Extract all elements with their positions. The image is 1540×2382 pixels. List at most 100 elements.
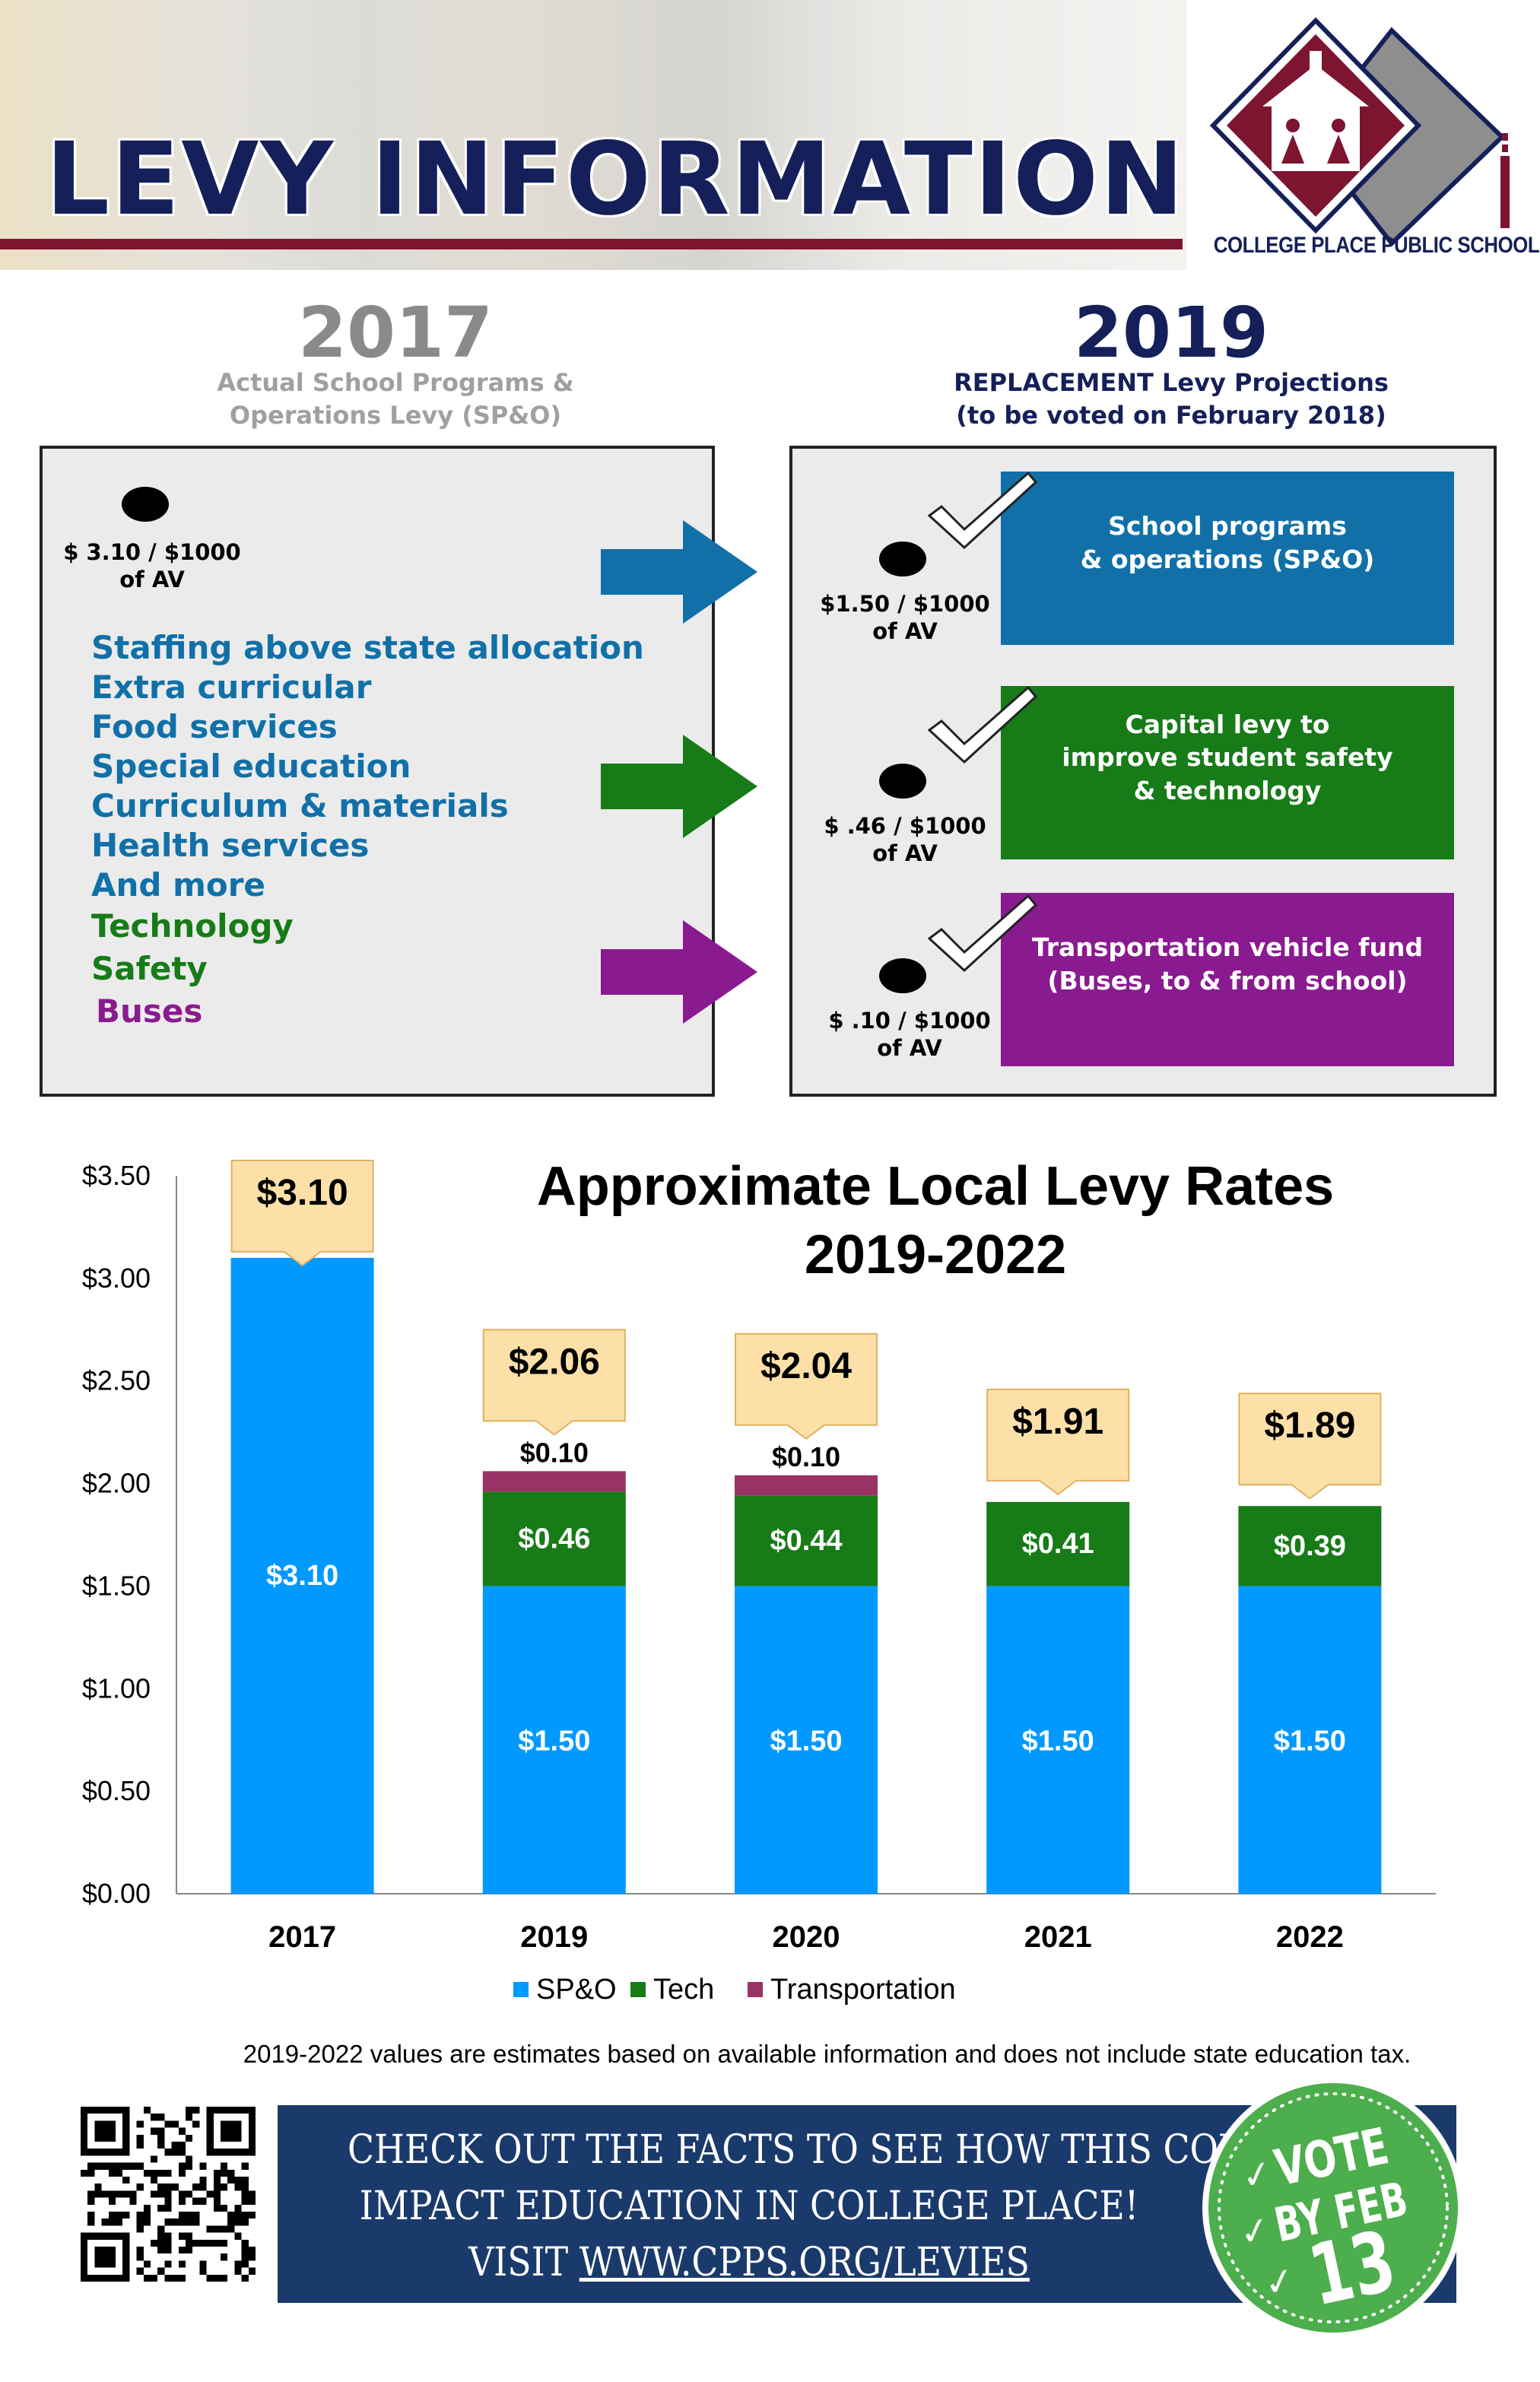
arrow-right-icon (601, 735, 757, 838)
qr-module (227, 2212, 235, 2219)
legend-swatch (630, 1982, 646, 1997)
qr-module (157, 2142, 165, 2149)
header-photo-background (0, 0, 1186, 270)
qr-module (248, 2247, 256, 2254)
qr-module (164, 2239, 172, 2247)
chart-note-text: 2019-2022 values are estimates based on … (243, 2040, 1411, 2068)
levy-rate-spo-line2: of AV (872, 618, 938, 645)
qr-module (213, 2225, 221, 2233)
total-label: $2.04 (760, 1346, 852, 1386)
qr-module (151, 2114, 158, 2121)
school-logo (1209, 17, 1510, 247)
footer-banner-text: CHECK OUT THE FACTS TO SEE HOW THIS COUL… (348, 2122, 1299, 2291)
qr-module (143, 2169, 151, 2177)
qr-module (143, 2218, 151, 2226)
qr-module (122, 2177, 130, 2184)
data-label: $0.10 (772, 1441, 840, 1472)
qr-module (157, 2190, 165, 2198)
qr-module (213, 2204, 221, 2212)
qr-module (87, 2197, 95, 2205)
qr-module (227, 2218, 235, 2226)
qr-module (248, 2197, 256, 2205)
levy-rate-capital: $ .46 / $1000 of AV (791, 812, 1019, 868)
y-tick-label: $1.00 (82, 1672, 151, 1704)
list-item: Buses (96, 992, 203, 1030)
qr-module (157, 2204, 165, 2212)
bar-segment (986, 1501, 1130, 1586)
qr-module (206, 2239, 214, 2247)
bar-segment (735, 1475, 878, 1496)
qr-module (178, 2162, 186, 2170)
legend-entry: Transportation (770, 1974, 956, 2006)
arrow-right-icon (601, 920, 757, 1024)
qr-module (157, 2184, 165, 2191)
y-tick-label: $3.50 (82, 1160, 151, 1191)
qr-module (116, 2190, 123, 2198)
levy-rate-capital-line2: of AV (872, 840, 938, 867)
qr-module (178, 2274, 186, 2282)
data-label: $1.50 (1022, 1726, 1094, 1758)
qr-code (81, 2107, 256, 2282)
qr-module (241, 2253, 249, 2261)
qr-module (101, 2162, 109, 2170)
data-label: $3.10 (266, 1560, 338, 1592)
qr-module (94, 2184, 102, 2191)
qr-module (186, 2107, 193, 2114)
qr-module (241, 2162, 249, 2170)
qr-module (81, 2169, 88, 2177)
qr-module (157, 2232, 165, 2240)
qr-module (94, 2162, 102, 2170)
qr-module (87, 2190, 95, 2198)
qr-module (241, 2260, 249, 2268)
list-item: Curriculum & materials (91, 787, 509, 824)
qr-module (151, 2169, 158, 2177)
qr-module (186, 2134, 193, 2142)
qr-module (192, 2218, 200, 2226)
qr-module (178, 2149, 186, 2156)
data-label: $1.50 (770, 1726, 842, 1758)
qr-module (199, 2267, 207, 2275)
qr-module (101, 2218, 109, 2226)
footer-banner-line1: CHECK OUT THE FACTS TO SEE HOW THIS COUL… (348, 2127, 1299, 2173)
bar-segment (735, 1586, 878, 1894)
qr-module (234, 2177, 242, 2184)
qr-module (213, 2169, 221, 2177)
bar-segment (1238, 1586, 1382, 1894)
qr-module (221, 2225, 228, 2233)
qr-module (206, 2190, 214, 2198)
x-tick-label: 2022 (1276, 1920, 1344, 1954)
left-rate: $ 3.10 / $1000 of AV (38, 538, 266, 594)
qr-module (136, 2253, 144, 2261)
list-item: Safety (91, 950, 208, 987)
qr-module (157, 2127, 165, 2135)
qr-module (234, 2184, 242, 2191)
qr-module (186, 2114, 193, 2121)
qr-module (221, 2253, 228, 2261)
y-tick-label: $2.00 (82, 1468, 151, 1499)
qr-module (122, 2190, 130, 2198)
left-rate-dot (122, 487, 169, 522)
levy-box-spo-label: School programs & operations (SP&O) (1080, 511, 1375, 574)
qr-module (241, 2212, 249, 2219)
levy-box-spo: School programs & operations (SP&O) (1001, 472, 1454, 645)
list-item: Special education (91, 748, 411, 785)
qr-module (213, 2177, 221, 2184)
levy-box-capital-label: Capital levy to improve student safety &… (1062, 709, 1393, 805)
qr-module (241, 2190, 249, 2198)
qr-module (241, 2274, 249, 2282)
qr-module (116, 2218, 123, 2226)
right-subtitle: REPLACEMENT Levy Projections (to be vote… (829, 367, 1513, 432)
levies-link[interactable]: WWW.CPPS.ORG/LEVIES (579, 2240, 1030, 2285)
qr-module (157, 2239, 165, 2247)
total-callout (986, 1388, 1130, 1496)
qr-module (136, 2142, 144, 2149)
qr-module (241, 2218, 249, 2226)
qr-module (234, 2232, 242, 2240)
qr-module (136, 2225, 144, 2233)
data-label: $0.41 (1022, 1528, 1094, 1560)
levy-rate-spo-line1: $1.50 / $1000 (820, 591, 990, 617)
levy-rate-capital-line1: $ .46 / $1000 (824, 813, 986, 839)
qr-module (129, 2197, 137, 2205)
qr-module (136, 2184, 144, 2191)
qr-module (234, 2260, 242, 2268)
